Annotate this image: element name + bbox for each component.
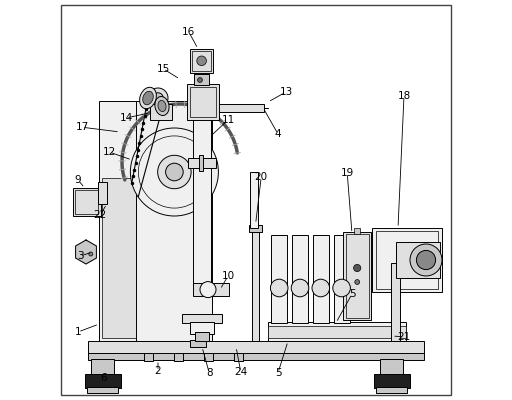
Text: 17: 17 — [75, 122, 89, 132]
Bar — [88, 353, 424, 360]
Bar — [391, 263, 400, 341]
Bar — [204, 353, 213, 361]
Bar — [252, 229, 259, 341]
Text: 1: 1 — [75, 327, 81, 337]
Ellipse shape — [158, 100, 166, 112]
Polygon shape — [76, 240, 96, 264]
Text: 24: 24 — [234, 367, 247, 377]
Text: 4: 4 — [274, 129, 281, 139]
Bar — [199, 155, 203, 171]
Text: 6: 6 — [100, 373, 106, 383]
Text: 10: 10 — [221, 271, 234, 281]
Text: 5: 5 — [274, 368, 281, 378]
Bar — [380, 359, 403, 375]
Bar — [234, 353, 243, 361]
Bar — [182, 314, 222, 323]
Bar — [372, 228, 442, 292]
Bar — [187, 84, 219, 120]
Text: 18: 18 — [397, 91, 411, 101]
Circle shape — [153, 93, 163, 103]
Circle shape — [410, 244, 442, 276]
Bar — [144, 353, 153, 361]
Circle shape — [291, 279, 309, 297]
Circle shape — [198, 78, 202, 82]
Circle shape — [312, 279, 330, 297]
Ellipse shape — [155, 96, 169, 116]
Circle shape — [416, 250, 436, 270]
Circle shape — [89, 252, 93, 256]
Bar — [150, 104, 172, 120]
Ellipse shape — [143, 91, 153, 105]
Bar — [136, 101, 212, 341]
Circle shape — [333, 279, 350, 297]
Text: 21: 21 — [397, 332, 411, 342]
Text: 15: 15 — [157, 64, 170, 74]
Bar — [73, 188, 101, 216]
Circle shape — [197, 56, 206, 66]
Bar — [271, 235, 287, 323]
Bar — [268, 322, 406, 341]
Bar — [85, 374, 121, 388]
Bar — [188, 158, 216, 168]
Bar — [292, 235, 308, 323]
Bar — [376, 231, 438, 289]
Bar — [334, 235, 350, 323]
Circle shape — [270, 279, 288, 297]
Text: 11: 11 — [221, 115, 234, 125]
Bar — [374, 374, 410, 388]
Text: 22: 22 — [93, 210, 106, 220]
Bar — [99, 101, 143, 341]
Text: 19: 19 — [340, 168, 354, 178]
Bar — [102, 178, 140, 338]
Text: 5: 5 — [349, 289, 355, 299]
Bar — [190, 49, 213, 73]
Bar — [346, 234, 369, 318]
Text: 9: 9 — [75, 175, 81, 185]
Ellipse shape — [140, 87, 156, 109]
Text: 8: 8 — [206, 368, 212, 378]
Bar — [190, 322, 214, 334]
Bar — [249, 225, 262, 232]
Circle shape — [158, 155, 191, 189]
Bar — [75, 190, 98, 214]
Text: 16: 16 — [182, 27, 196, 37]
Bar — [193, 283, 229, 296]
Circle shape — [165, 163, 183, 181]
Text: 20: 20 — [254, 172, 268, 182]
Bar — [194, 74, 209, 85]
Text: 14: 14 — [119, 113, 133, 123]
Bar — [91, 359, 114, 375]
Bar — [87, 387, 118, 393]
Circle shape — [355, 280, 359, 284]
Bar — [354, 228, 360, 234]
Bar — [313, 235, 329, 323]
Text: 3: 3 — [77, 251, 83, 261]
Bar — [190, 87, 216, 117]
Bar — [174, 353, 183, 361]
Bar — [376, 387, 407, 393]
Text: 12: 12 — [102, 147, 116, 157]
Bar — [343, 232, 371, 320]
Bar — [88, 341, 424, 354]
Bar — [268, 326, 406, 338]
Circle shape — [200, 282, 216, 298]
Bar — [192, 51, 211, 71]
Text: 13: 13 — [280, 87, 293, 97]
Text: 2: 2 — [155, 366, 161, 376]
Bar — [98, 182, 107, 204]
Bar — [190, 340, 206, 347]
Circle shape — [131, 128, 219, 216]
Circle shape — [354, 264, 361, 272]
Circle shape — [148, 88, 168, 108]
Bar — [195, 332, 209, 341]
Bar — [250, 172, 259, 228]
Bar — [208, 104, 264, 112]
Bar — [193, 104, 211, 284]
Bar — [396, 242, 440, 278]
